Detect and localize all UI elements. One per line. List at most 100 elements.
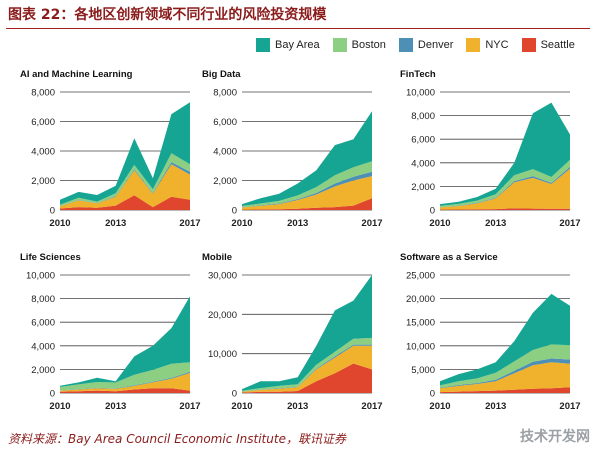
chart-panel-life-sciences: Life Sciences 0 2,000 4,000 6,000 8,000 10,000… — [18, 247, 201, 415]
y-tick-label-software-as-a-service-0: 0 — [430, 389, 435, 400]
chart-title-ai-and-machine-learning: AI and Machine Learning — [20, 69, 133, 80]
y-tick-label-ai-and-machine-learning-2000: 2,000 — [31, 176, 55, 187]
y-tick-label-mobile-30000: 30,000 — [208, 271, 237, 282]
x-tick-label-fintech-2017: 2017 — [559, 218, 580, 229]
title-rule — [6, 28, 590, 29]
x-tick-label-mobile-2010: 2010 — [231, 401, 252, 412]
y-tick-label-life-sciences-4000: 4,000 — [31, 341, 55, 352]
legend-swatch-seattle — [521, 38, 536, 52]
x-tick-label-big-data-2013: 2013 — [287, 218, 308, 229]
legend-label-seattle: Seattle — [540, 39, 575, 51]
x-tick-label-software-as-a-service-2013: 2013 — [485, 401, 506, 412]
area-fintech-nyc — [440, 168, 570, 210]
area-mobile-seattle — [242, 363, 372, 393]
watermark: 技术开发网 — [520, 429, 590, 445]
y-tick-label-fintech-8000: 8,000 — [411, 111, 435, 122]
x-tick-label-fintech-2010: 2010 — [429, 218, 450, 229]
chart-title-fintech: FinTech — [400, 69, 436, 80]
y-tick-label-fintech-10000: 10,000 — [406, 88, 435, 99]
x-tick-label-software-as-a-service-2017: 2017 — [559, 401, 580, 412]
x-tick-label-ai-and-machine-learning-2017: 2017 — [179, 218, 200, 229]
area-fintech-bay-area — [440, 102, 570, 206]
area-ai-and-machine-learning-seattle — [60, 195, 190, 210]
legend-item-denver: Denver — [398, 38, 454, 52]
area-software-as-a-service-seattle — [440, 387, 570, 393]
y-tick-label-fintech-6000: 6,000 — [411, 135, 435, 146]
legend-item-boston: Boston — [332, 38, 386, 52]
area-big-data-boston — [242, 161, 372, 208]
area-software-as-a-service-bay-area — [440, 293, 570, 386]
y-tick-label-big-data-2000: 2,000 — [213, 176, 237, 187]
y-tick-label-software-as-a-service-10000: 10,000 — [406, 341, 435, 352]
chart-mobile-svg: Mobile 0 10,000 20,000 30,000 2010 2013 2017 — [202, 252, 383, 412]
chart-panel-big-data: Big Data 0 2,000 4,000 6,000 8,000 2010 2013 201… — [200, 64, 383, 232]
y-tick-label-big-data-8000: 8,000 — [213, 88, 237, 99]
area-ai-and-machine-learning-nyc — [60, 164, 190, 209]
y-tick-label-fintech-2000: 2,000 — [411, 182, 435, 193]
chart-title-mobile: Mobile — [202, 252, 232, 263]
y-tick-label-life-sciences-2000: 2,000 — [31, 365, 55, 376]
legend-swatch-nyc — [466, 38, 481, 52]
y-tick-label-big-data-4000: 4,000 — [213, 147, 237, 158]
x-tick-label-ai-and-machine-learning-2010: 2010 — [49, 218, 70, 229]
x-tick-label-life-sciences-2013: 2013 — [105, 401, 126, 412]
y-tick-label-mobile-0: 0 — [232, 389, 237, 400]
area-software-as-a-service-nyc — [440, 362, 570, 393]
chart-title-software-as-a-service: Software as a Service — [400, 252, 498, 263]
area-software-as-a-service-boston — [440, 344, 570, 388]
area-mobile-nyc — [242, 345, 372, 393]
y-tick-label-ai-and-machine-learning-0: 0 — [50, 206, 55, 217]
chart-title-life-sciences: Life Sciences — [20, 252, 81, 263]
area-software-as-a-service-denver — [440, 358, 570, 389]
x-tick-label-big-data-2010: 2010 — [231, 218, 252, 229]
x-tick-label-big-data-2017: 2017 — [361, 218, 382, 229]
legend-item-seattle: Seattle — [521, 38, 575, 52]
area-life-sciences-bay-area — [60, 296, 190, 387]
y-tick-label-life-sciences-0: 0 — [50, 389, 55, 400]
x-tick-label-mobile-2013: 2013 — [287, 401, 308, 412]
area-fintech-boston — [440, 159, 570, 208]
legend-item-bay-area: Bay Area — [256, 38, 320, 52]
area-mobile-bay-area — [242, 275, 372, 391]
area-big-data-nyc — [242, 176, 372, 210]
legend: Bay Area Boston Denver NYC Seattle — [256, 38, 588, 52]
chart-title-big-data: Big Data — [202, 69, 241, 80]
area-life-sciences-boston — [60, 362, 190, 391]
y-tick-label-fintech-4000: 4,000 — [411, 158, 435, 169]
y-tick-label-big-data-0: 0 — [232, 206, 237, 217]
y-tick-label-ai-and-machine-learning-8000: 8,000 — [31, 88, 55, 99]
legend-item-nyc: NYC — [466, 38, 509, 52]
legend-label-boston: Boston — [351, 39, 386, 51]
area-life-sciences-nyc — [60, 372, 190, 392]
chart-life-sciences-svg: Life Sciences 0 2,000 4,000 6,000 8,000 10,000… — [20, 252, 201, 412]
legend-label-denver: Denver — [417, 39, 454, 51]
y-tick-label-life-sciences-8000: 8,000 — [31, 294, 55, 305]
legend-swatch-denver — [398, 38, 413, 52]
y-tick-label-life-sciences-6000: 6,000 — [31, 318, 55, 329]
y-tick-label-software-as-a-service-15000: 15,000 — [406, 318, 435, 329]
area-mobile-boston — [242, 337, 372, 392]
area-big-data-seattle — [242, 198, 372, 210]
chart-big-data-svg: Big Data 0 2,000 4,000 6,000 8,000 2010 2013 201… — [202, 69, 383, 229]
y-tick-label-ai-and-machine-learning-4000: 4,000 — [31, 147, 55, 158]
x-tick-label-software-as-a-service-2010: 2010 — [429, 401, 450, 412]
y-tick-label-mobile-20000: 20,000 — [208, 310, 237, 321]
area-ai-and-machine-learning-bay-area — [60, 102, 190, 205]
chart-saas-svg: Software as a Service 0 5,000 10,000 15,000 2… — [400, 252, 581, 412]
source-note: 资料来源：Bay Area Council Economic Institute… — [8, 432, 346, 446]
x-tick-label-fintech-2013: 2013 — [485, 218, 506, 229]
x-tick-label-ai-and-machine-learning-2013: 2013 — [105, 218, 126, 229]
chart-fintech-svg: FinTech 0 2,000 4,000 6,000 8,000 10,000 2010 20… — [400, 69, 581, 229]
chart-ai-svg: AI and Machine Learning 0 2,000 4,000 6,000 8… — [20, 69, 201, 229]
chart-panel-fintech: FinTech 0 2,000 4,000 6,000 8,000 10,000 2010 20… — [398, 64, 581, 232]
y-tick-label-software-as-a-service-5000: 5,000 — [411, 365, 435, 376]
y-tick-label-fintech-0: 0 — [430, 206, 435, 217]
area-ai-and-machine-learning-boston — [60, 153, 190, 206]
y-tick-label-mobile-10000: 10,000 — [208, 349, 237, 360]
x-tick-label-life-sciences-2010: 2010 — [49, 401, 70, 412]
legend-swatch-boston — [332, 38, 347, 52]
area-fintech-seattle — [440, 208, 570, 210]
area-big-data-bay-area — [242, 111, 372, 206]
y-tick-label-big-data-6000: 6,000 — [213, 117, 237, 128]
x-tick-label-mobile-2017: 2017 — [361, 401, 382, 412]
